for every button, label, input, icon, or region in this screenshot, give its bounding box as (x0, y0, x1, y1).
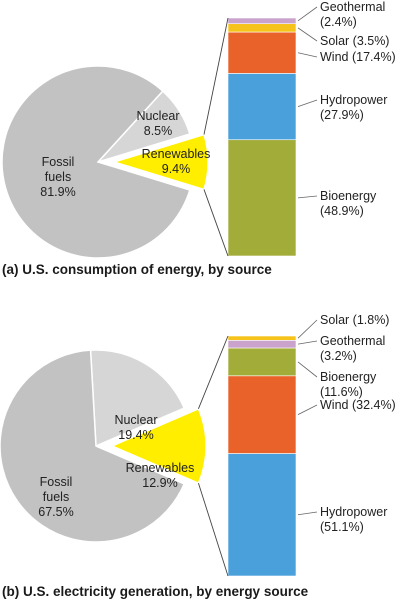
connector-line (198, 335, 229, 410)
segment-leader-line (297, 52, 318, 58)
bar-segment-hydropower (227, 73, 297, 141)
segment-leader-line (297, 404, 318, 415)
pie-slice-fossil-fuels (1, 65, 191, 259)
energy-consumption-panel: Fossil fuels 81.9% Nuclear 8.5% Renewables 9.4… (1, 0, 396, 277)
connector-line (198, 483, 229, 577)
segment-label-wind: Wind (32.4%) (320, 398, 396, 412)
electricity-generation-chart: Fossil fuels 67.5% Nuclear 19.4% Renewables 12… (0, 313, 396, 577)
electricity-generation-panel: Fossil fuels 67.5% Nuclear 19.4% Renewables 12… (0, 300, 401, 600)
bar-segment-geothermal (227, 17, 297, 25)
pie-slice-fossil-fuels (0, 349, 186, 543)
segment-leader-line (297, 319, 318, 339)
bar-segment-bioenergy (227, 347, 297, 377)
bar-segment-solar (227, 335, 297, 341)
bar-segment-wind (227, 375, 297, 454)
slice-label-fossil-fuels: Fossil fuels 67.5% (38, 475, 73, 519)
chart-caption: (a) U.S. consumption of energy, by sourc… (2, 262, 272, 277)
pie-slice-renewables (110, 407, 207, 485)
bar-segment-solar (227, 23, 297, 33)
bar-segment-bioenergy (227, 139, 297, 257)
segment-leader-line (297, 27, 318, 42)
segment-leader-line (297, 361, 318, 378)
connector-line (203, 17, 229, 135)
segment-label-wind: Wind (17.4%) (320, 50, 396, 64)
segment-label-geothermal: Geothermal (3.2%) (320, 334, 385, 363)
slice-label-fossil-fuels: Fossil fuels 81.9% (40, 155, 75, 199)
slice-label-nuclear: Nuclear 8.5% (136, 109, 179, 138)
segment-label-solar: Solar (1.8%) (320, 313, 389, 327)
pie-slice-nuclear (89, 349, 186, 448)
segment-leader-line (297, 99, 318, 107)
segment-leader-line (297, 340, 318, 345)
slice-label-renewables: Renewables 9.4% (142, 147, 211, 176)
segment-leader-line (297, 6, 318, 22)
bar-segment-geothermal (227, 340, 297, 349)
segment-label-solar: Solar (3.5%) (320, 34, 389, 48)
bar-segment-wind (227, 31, 297, 74)
slice-label-nuclear: Nuclear 19.4% (114, 413, 157, 442)
pie-slice-renewables (111, 133, 209, 191)
segment-label-bioenergy: Bioenergy (11.6%) (320, 370, 377, 399)
slice-label-renewables: Renewables 12.9% (126, 461, 195, 490)
segment-leader-line (297, 195, 318, 199)
energy-consumption-chart: Fossil fuels 81.9% Nuclear 8.5% Renewables 9.4… (1, 0, 396, 259)
connector-line (203, 189, 229, 257)
segment-label-geothermal: Geothermal (2.4%) (320, 0, 385, 29)
segment-label-bioenergy: Bioenergy (48.9%) (320, 189, 377, 218)
segment-label-hydropower: Hydropower (27.9%) (320, 93, 387, 122)
chart-caption: (b) U.S. electricity generation, by ener… (2, 584, 309, 599)
segment-label-hydropower: Hydropower (51.1%) (320, 505, 387, 534)
bar-segment-hydropower (227, 453, 297, 577)
segment-leader-line (297, 511, 318, 516)
